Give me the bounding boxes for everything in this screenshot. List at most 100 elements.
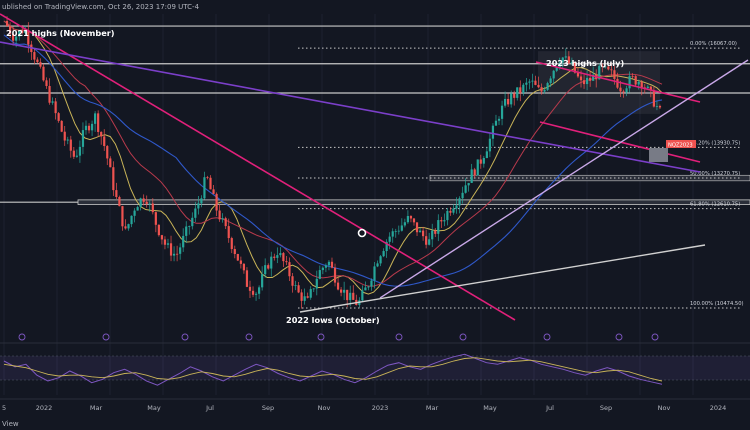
candle: [78, 140, 82, 163]
candle: [39, 58, 42, 69]
candle: [428, 232, 431, 246]
candle-body: [97, 113, 100, 132]
candle: [84, 120, 88, 135]
candle: [109, 156, 112, 168]
candle-body: [66, 139, 69, 141]
candle-body: [522, 84, 525, 93]
candle-body: [598, 65, 601, 80]
candle-body: [90, 123, 94, 131]
candle: [455, 197, 458, 214]
candle-body: [613, 70, 616, 79]
candle: [364, 281, 367, 291]
candle-body: [282, 253, 285, 262]
candle: [513, 90, 516, 106]
candle-body: [510, 93, 513, 105]
candle-body: [57, 113, 60, 121]
candle-body: [172, 253, 176, 256]
event-marker: [245, 333, 253, 341]
candle-body: [303, 296, 306, 301]
candle: [66, 136, 69, 145]
candle-body: [579, 76, 583, 81]
candle-body: [33, 52, 36, 60]
candle: [324, 263, 328, 273]
candle: [121, 205, 124, 231]
candle: [48, 78, 51, 105]
candle-body: [464, 185, 467, 193]
candle: [482, 155, 485, 168]
candle: [185, 221, 188, 243]
candle-body: [151, 203, 154, 213]
candle: [163, 236, 167, 250]
candle-body: [421, 230, 425, 237]
annotation: 2021 highs (November): [6, 28, 115, 38]
candle-body: [528, 81, 531, 83]
candle-body: [494, 120, 498, 126]
candle: [294, 280, 297, 291]
candle-body: [479, 159, 482, 164]
candle-body: [285, 261, 288, 263]
candle-body: [616, 78, 619, 88]
fib-label: 100.00% (10474.50): [690, 301, 744, 307]
x-tick-label: Nov: [318, 404, 331, 412]
candle-body: [42, 66, 45, 81]
candle: [585, 70, 589, 91]
event-marker: [459, 333, 467, 341]
candle-body: [352, 292, 355, 300]
candle: [45, 77, 48, 89]
candle-body: [81, 130, 85, 147]
candle-body: [476, 159, 479, 176]
candle-body: [640, 81, 643, 88]
candle-body: [339, 289, 343, 293]
candle: [118, 195, 121, 207]
candle-body: [652, 90, 656, 107]
candle-body: [625, 88, 628, 93]
candle: [582, 74, 586, 89]
fib-label: 50.00% (13270.75): [690, 171, 740, 177]
candle-body: [531, 80, 534, 82]
candle-body: [230, 238, 233, 250]
candle-body: [446, 210, 449, 221]
candle-body: [306, 296, 309, 298]
candle: [589, 70, 592, 87]
candle: [339, 286, 343, 297]
candle-body: [179, 247, 182, 254]
event-markers: [18, 333, 659, 341]
candle-body: [227, 226, 230, 239]
candle-body: [561, 57, 564, 63]
candle-body: [5, 20, 9, 26]
candle: [309, 286, 312, 300]
candle: [130, 215, 133, 228]
candle: [343, 281, 346, 300]
candle: [546, 81, 549, 92]
candle-body: [467, 182, 470, 186]
candle: [261, 266, 264, 291]
candle: [634, 75, 637, 87]
candle-body: [336, 282, 340, 290]
event-marker: [102, 333, 110, 341]
candle-body: [403, 222, 406, 226]
candle-body: [300, 292, 303, 301]
candle: [561, 56, 564, 68]
candle: [494, 114, 498, 126]
symbol-tag-box: [666, 140, 696, 148]
candle: [385, 239, 388, 258]
candle: [376, 260, 379, 268]
candle: [503, 91, 507, 108]
x-tick-label: Sep: [262, 404, 274, 412]
candle-body: [63, 131, 66, 141]
candle: [464, 178, 467, 194]
candle-body: [188, 226, 191, 227]
candle-body: [500, 105, 504, 119]
candle-body: [251, 290, 255, 295]
candle-body: [525, 82, 528, 85]
candle-body: [519, 87, 522, 93]
candle: [406, 210, 410, 224]
candle-body: [45, 80, 48, 86]
candle-body: [261, 274, 264, 288]
candle-body: [373, 266, 376, 281]
candle-body: [100, 131, 103, 137]
candle-body: [400, 225, 403, 231]
candle: [18, 30, 21, 41]
candle: [458, 196, 461, 214]
